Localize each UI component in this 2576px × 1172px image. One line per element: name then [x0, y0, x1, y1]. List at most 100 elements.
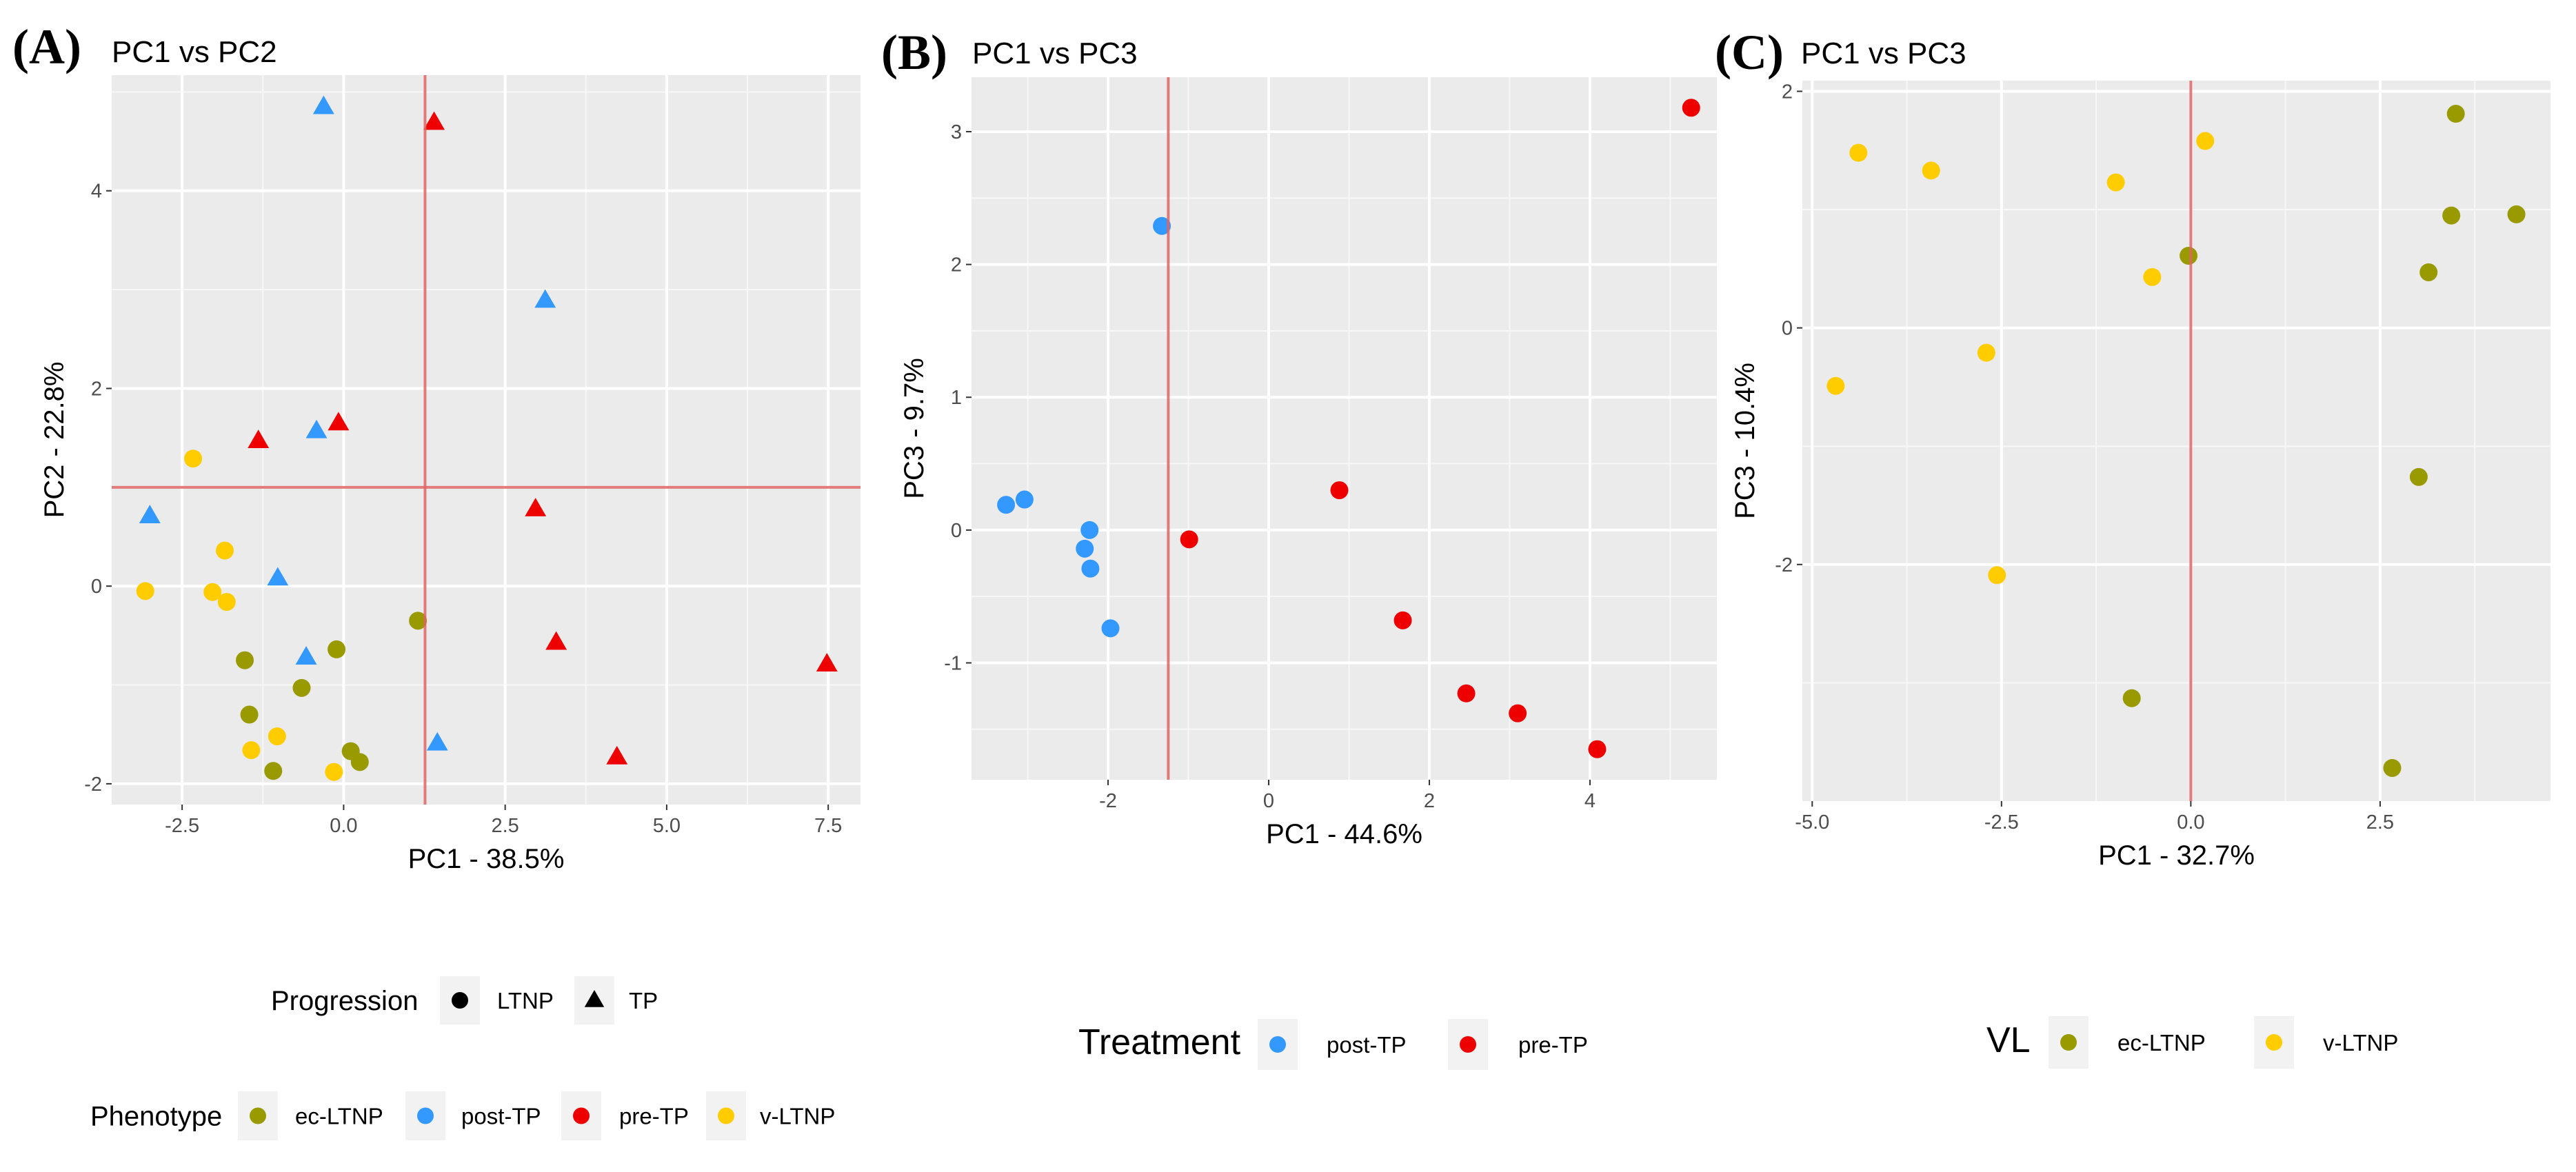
legend-label: ec-LTNP: [295, 1104, 383, 1129]
data-point: [1076, 539, 1094, 558]
panel-label: (A): [12, 19, 81, 74]
legend-key-triangle-icon: [584, 990, 605, 1007]
x-tick-label: -2: [1099, 790, 1117, 812]
y-tick-label: -2: [1775, 554, 1793, 576]
data-point: [325, 762, 343, 781]
data-point: [215, 541, 234, 560]
data-point: [139, 505, 161, 523]
data-point: [2419, 263, 2438, 281]
data-point: [1827, 376, 1845, 395]
plot-panel-2: [1797, 81, 2550, 807]
data-point: [426, 731, 448, 751]
plot-title: PC1 vs PC2: [112, 35, 277, 69]
data-point: [2446, 105, 2465, 123]
series-post-TP: [997, 216, 1171, 638]
data-point: [2143, 267, 2162, 286]
y-tick-label: 2: [1782, 81, 1793, 103]
data-point: [264, 762, 283, 780]
data-point: [217, 593, 236, 612]
data-point: [292, 678, 311, 697]
legend-key-circle-icon: [452, 992, 468, 1009]
data-point: [1682, 99, 1700, 117]
y-tick-label: 2: [91, 378, 102, 400]
x-tick-label: 2.5: [491, 815, 519, 837]
legend-key-circle-icon: [1269, 1036, 1286, 1053]
data-point: [1988, 566, 2006, 585]
x-axis-title: PC1 - 44.6%: [1266, 819, 1422, 849]
legend-label: v-LTNP: [2323, 1030, 2398, 1055]
panel-label: (B): [881, 25, 947, 80]
legend-label: LTNP: [497, 988, 554, 1013]
data-point: [136, 582, 154, 600]
y-tick-label: -1: [944, 652, 962, 674]
x-tick-label: 4: [1584, 790, 1596, 812]
data-point: [1457, 684, 1476, 703]
plot-background: [112, 75, 861, 805]
x-tick-label: 2: [1424, 790, 1435, 812]
data-point: [1101, 619, 1120, 638]
data-point: [203, 583, 222, 601]
data-point: [2196, 132, 2215, 150]
legend-vl: [2049, 1016, 2294, 1069]
data-point: [1080, 521, 1099, 539]
plot-title: PC1 vs PC3: [972, 37, 1138, 70]
legend-title: Progression: [271, 986, 418, 1016]
plot-title: PC1 vs PC3: [1801, 37, 1966, 70]
series-ec-LTNP: [236, 612, 427, 780]
data-point: [2507, 205, 2526, 223]
y-tick-label: 1: [951, 387, 962, 409]
plot-panel-1: [966, 77, 1717, 785]
plot-background: [1802, 81, 2550, 801]
data-point: [350, 753, 369, 771]
data-point: [1922, 161, 1940, 180]
legend-progression: [440, 976, 614, 1024]
data-point: [312, 95, 334, 114]
data-point: [606, 745, 628, 765]
x-axis-title: PC1 - 38.5%: [408, 844, 565, 874]
legend-label: TP: [629, 988, 658, 1013]
legend-label: post-TP: [1327, 1032, 1407, 1058]
data-point: [816, 653, 838, 671]
data-point: [236, 651, 254, 669]
legend-label: pre-TP: [1518, 1032, 1588, 1058]
data-point: [1977, 343, 1995, 362]
series-ec-LTNP: [2122, 105, 2526, 777]
y-axis-title: PC3 - 9.7%: [899, 358, 929, 499]
data-point: [2409, 467, 2428, 486]
x-axis-title: PC1 - 32.7%: [2098, 840, 2255, 871]
data-point: [2122, 689, 2141, 707]
legend-label: pre-TP: [619, 1104, 689, 1129]
data-point: [240, 705, 259, 724]
legend-title: Treatment: [1078, 1022, 1241, 1062]
y-tick-label: 3: [951, 121, 962, 143]
legend-key-circle-icon: [718, 1107, 734, 1124]
legend-label: ec-LTNP: [2117, 1030, 2206, 1055]
legend-key-circle-icon: [2266, 1034, 2282, 1051]
data-point: [295, 646, 317, 665]
data-point: [1180, 530, 1198, 549]
data-point: [423, 111, 445, 130]
data-point: [328, 640, 346, 658]
legend-key-circle-icon: [2060, 1034, 2077, 1051]
data-point: [534, 289, 556, 308]
legend-key-circle-icon: [417, 1107, 434, 1124]
series-post-TP: [139, 95, 556, 751]
data-point: [242, 741, 261, 760]
data-point: [184, 449, 203, 468]
series-pre-TP: [1180, 99, 1700, 758]
legend-label: v-LTNP: [760, 1104, 835, 1129]
x-tick-label: -2.5: [165, 815, 199, 837]
data-point: [997, 496, 1016, 514]
legend-label: post-TP: [461, 1104, 541, 1129]
x-tick-label: 0: [1263, 790, 1274, 812]
series-v-LTNP: [136, 449, 343, 781]
y-tick-label: 0: [91, 576, 102, 598]
data-point: [1153, 216, 1171, 235]
data-point: [1015, 490, 1034, 509]
data-point: [525, 498, 547, 516]
data-point: [409, 612, 427, 630]
data-point: [268, 727, 286, 746]
y-axis-title: PC2 - 22.8%: [39, 362, 70, 518]
